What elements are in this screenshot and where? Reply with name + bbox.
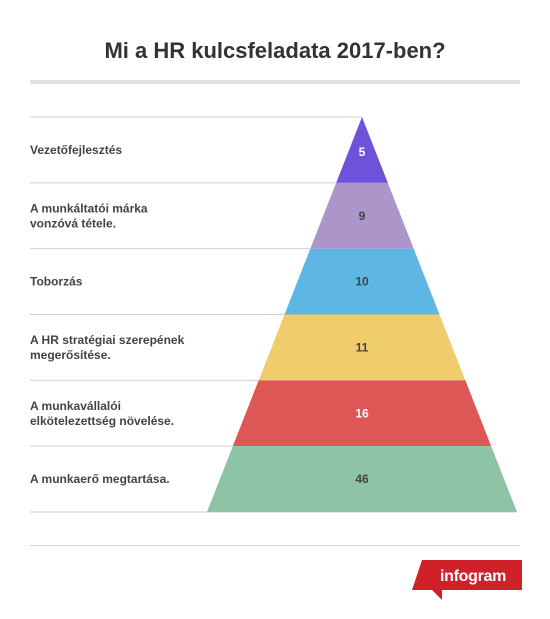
segment-value-label: 10 xyxy=(355,275,369,289)
category-label: A munkaerő megtartása. xyxy=(30,472,170,486)
footer-divider xyxy=(30,545,520,546)
pyramid-segment[interactable] xyxy=(258,314,466,381)
pyramid-segment[interactable] xyxy=(284,248,440,315)
category-label: A HR stratégiai szerepének xyxy=(30,333,185,347)
title-divider xyxy=(30,80,520,84)
category-label: elkötelezettség növelése. xyxy=(30,414,174,428)
segment-value-label: 16 xyxy=(355,406,369,420)
category-label: megerősítése. xyxy=(30,348,111,362)
pyramid-segment[interactable] xyxy=(310,182,414,249)
infogram-logo-text[interactable]: infogram xyxy=(439,568,507,585)
pyramid-segment[interactable] xyxy=(207,446,517,512)
category-label: vonzóvá tétele. xyxy=(30,216,116,230)
category-label: A munkáltatói márka xyxy=(30,201,148,215)
segment-value-label: 11 xyxy=(356,340,369,354)
segment-value-label: 5 xyxy=(359,145,366,159)
category-label: Toborzás xyxy=(30,275,83,289)
pyramid-segment[interactable] xyxy=(336,117,388,183)
pyramid-segment[interactable] xyxy=(232,380,492,447)
segment-value-label: 46 xyxy=(355,472,369,486)
page-title: Mi a HR kulcsfeladata 2017-ben? xyxy=(104,38,446,63)
category-label: A munkavállalói xyxy=(30,399,121,413)
category-label: Vezetőfejlesztés xyxy=(30,143,122,157)
segment-value-label: 9 xyxy=(359,209,366,223)
infogram-logo-badge[interactable] xyxy=(412,560,522,604)
